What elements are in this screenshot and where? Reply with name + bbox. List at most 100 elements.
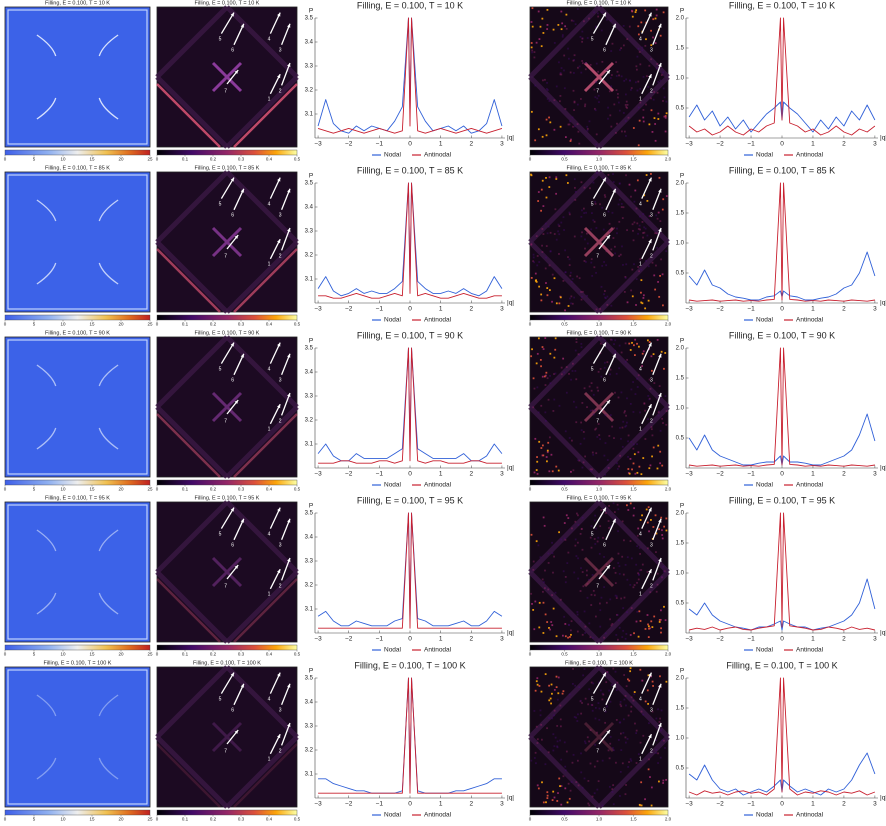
y-tick-label: 1.5 <box>676 376 685 382</box>
map-speckle <box>618 565 621 568</box>
x-tick-label: −2 <box>345 306 353 313</box>
arrow-label: 2 <box>279 253 282 259</box>
map-title: Filling, E = 0.100, T = 10 K <box>567 0 632 6</box>
map-speckle <box>564 765 567 768</box>
colorbar-tick-label: 0.2 <box>210 157 217 162</box>
map-speckle <box>630 710 633 713</box>
arrow-head <box>648 672 652 677</box>
map-speckle <box>612 237 615 239</box>
map-speckle <box>636 89 639 92</box>
map-speckle <box>657 708 659 711</box>
map-speckle <box>581 209 583 212</box>
map-speckle <box>530 21 533 23</box>
map-speckle <box>591 212 593 214</box>
colorbar-tick-label: 0.3 <box>238 817 245 822</box>
map-speckle <box>553 709 556 712</box>
map-speckle <box>558 225 561 228</box>
map-speckle <box>549 628 551 631</box>
map-speckle <box>621 426 624 429</box>
colorbar <box>529 314 669 321</box>
arrow <box>652 722 662 746</box>
map-edge <box>155 170 229 244</box>
map-speckle <box>531 25 534 28</box>
map-speckle <box>652 446 655 449</box>
map-speckle <box>571 362 574 365</box>
arrow-head <box>287 228 291 232</box>
map-speckle <box>606 705 608 708</box>
map-speckle <box>590 546 593 549</box>
map-speckle <box>614 252 616 255</box>
map-speckle <box>587 703 590 706</box>
map-speckle <box>595 308 598 311</box>
y-tick-label: 0.5 <box>676 436 685 442</box>
map-speckle <box>629 457 632 460</box>
map-speckle <box>558 233 561 236</box>
map-image <box>528 170 670 314</box>
map-speckle <box>616 681 619 684</box>
map-speckle <box>564 25 567 28</box>
map-speckle <box>559 125 562 128</box>
map-speckle <box>595 227 598 229</box>
map-speckle <box>663 739 665 742</box>
map-speckle <box>619 253 622 256</box>
map-speckle <box>641 563 644 566</box>
map-speckle <box>625 174 627 177</box>
map-speckle <box>559 296 562 299</box>
map-speckle <box>655 752 658 754</box>
map-speckle <box>661 464 664 467</box>
map-speckle <box>642 75 645 78</box>
map-speckle <box>615 595 618 598</box>
map-speckle <box>609 525 612 528</box>
map-speckle <box>624 741 627 744</box>
map-speckle <box>663 570 666 573</box>
map-speckle <box>645 38 647 41</box>
map-speckle <box>644 700 647 703</box>
map-frame <box>7 339 148 475</box>
map-speckle <box>550 702 552 705</box>
map-speckle <box>609 114 612 117</box>
arrow-head <box>648 507 652 512</box>
arrow-label: 1 <box>268 97 271 103</box>
map-speckle <box>600 596 603 599</box>
map-speckle <box>630 440 633 443</box>
arrow <box>652 392 662 416</box>
map-speckle <box>629 79 631 82</box>
map-speckle <box>534 139 537 142</box>
arrow-label: 3 <box>650 543 653 549</box>
map-speckle <box>540 690 543 693</box>
arrow-label: 6 <box>231 708 234 714</box>
map-speckle <box>623 596 626 599</box>
map-speckle <box>655 214 658 217</box>
colorbar-tick-label: 1.0 <box>596 817 603 822</box>
map-speckle <box>664 115 667 117</box>
map-speckle <box>602 536 604 539</box>
map-speckle <box>553 688 556 691</box>
arrow <box>641 12 653 34</box>
map-speckle <box>581 60 584 62</box>
map-speckle <box>539 25 542 28</box>
colorbar-tick-label: 0.2 <box>210 322 217 327</box>
map-speckle <box>623 290 626 293</box>
map-speckle <box>617 530 619 533</box>
map-speckle <box>595 81 597 84</box>
map-speckle <box>649 387 652 390</box>
arrow-head <box>648 342 652 347</box>
arrow-label: 6 <box>603 708 606 714</box>
map-speckle <box>537 544 540 547</box>
map-speckle <box>613 245 616 248</box>
map-speckle <box>617 739 620 741</box>
map-speckle <box>593 88 596 91</box>
map-speckle <box>597 702 600 704</box>
map-speckle <box>624 360 627 363</box>
map-speckle <box>580 527 583 530</box>
map-speckle <box>622 718 625 721</box>
map-speckle <box>592 176 594 179</box>
map-speckle <box>574 349 577 352</box>
arrow <box>269 342 281 364</box>
map-speckle <box>597 681 600 684</box>
map-speckle <box>646 521 649 524</box>
legend-label: Antinodal <box>424 152 452 159</box>
map-speckle <box>636 55 639 58</box>
map-speckle <box>603 366 606 369</box>
map-speckle <box>625 106 628 108</box>
